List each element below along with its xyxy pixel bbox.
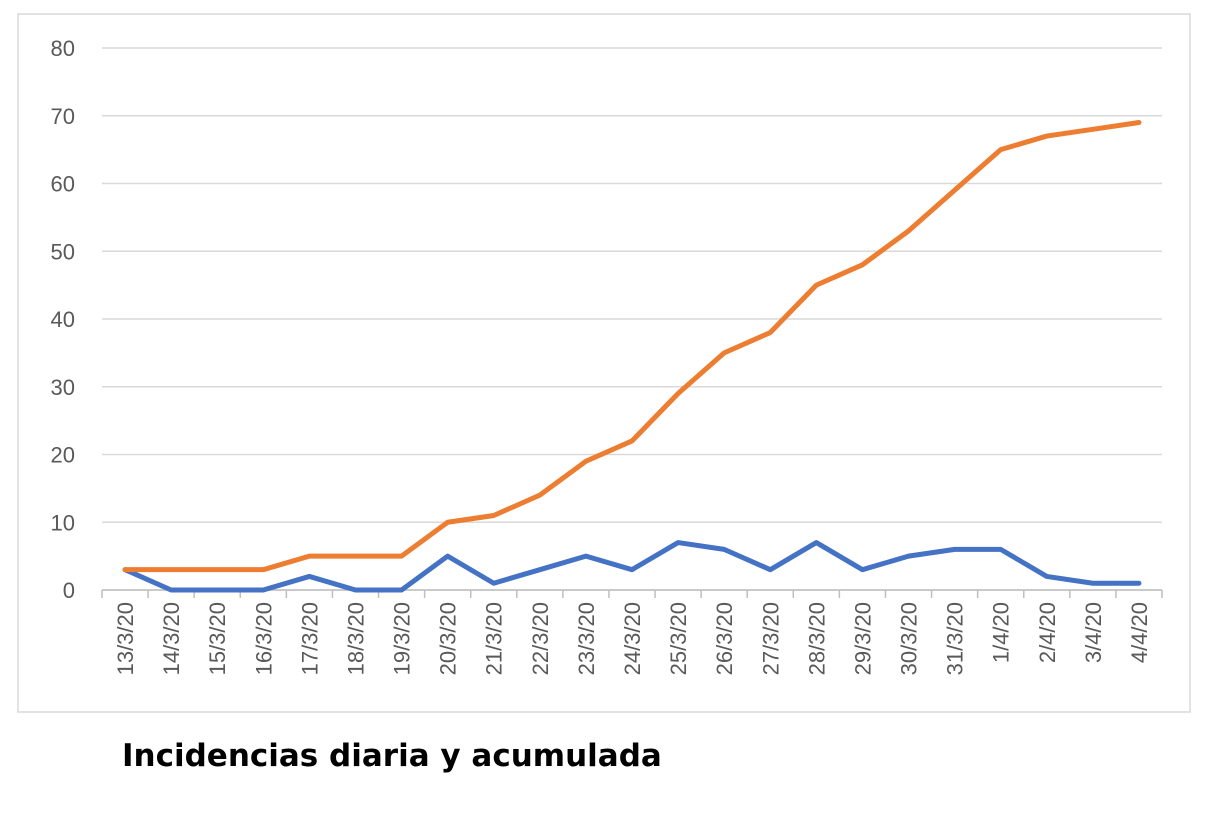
x-tick-label: 30/3/20: [897, 602, 922, 675]
x-tick-label: 21/3/20: [482, 602, 507, 675]
x-tick-label: 28/3/20: [804, 602, 829, 675]
x-tick-label: 22/3/20: [528, 602, 553, 675]
x-tick-label: 15/3/20: [205, 602, 230, 675]
y-tick-label: 60: [51, 172, 75, 197]
x-tick-label: 2/4/20: [1035, 602, 1060, 663]
x-tick-label: 4/4/20: [1127, 602, 1152, 663]
line-series: [122, 120, 1142, 573]
y-tick-label: 50: [51, 239, 75, 264]
chart-border: [17, 13, 1191, 713]
x-tick-label: 26/3/20: [712, 602, 737, 675]
x-tick-label: 23/3/20: [574, 602, 599, 675]
x-tick-label: 19/3/20: [390, 602, 415, 675]
line-series: [122, 540, 1142, 593]
x-tick-label: 27/3/20: [758, 602, 783, 675]
x-tick-label: 17/3/20: [297, 602, 322, 675]
x-tick-label: 14/3/20: [159, 602, 184, 675]
x-tick-label: 16/3/20: [251, 602, 276, 675]
x-tick-label: 20/3/20: [436, 602, 461, 675]
x-tick-label: 3/4/20: [1081, 602, 1106, 663]
y-tick-label: 40: [51, 307, 75, 332]
x-tick-label: 25/3/20: [666, 602, 691, 675]
x-tick-label: 18/3/20: [343, 602, 368, 675]
y-tick-label: 20: [51, 443, 75, 468]
y-tick-label: 30: [51, 375, 75, 400]
x-tick-label: 31/3/20: [943, 602, 968, 675]
x-tick-label: 24/3/20: [620, 602, 645, 675]
y-tick-label: 10: [51, 510, 75, 535]
y-tick-label: 80: [51, 36, 75, 61]
x-tick-label: 1/4/20: [989, 602, 1014, 663]
x-tick-label: 29/3/20: [850, 602, 875, 675]
chart-title: Incidencias diaria y acumulada: [122, 738, 662, 774]
y-tick-label: 0: [63, 578, 75, 603]
x-tick-label: 13/3/20: [113, 602, 138, 675]
y-tick-label: 70: [51, 104, 75, 129]
